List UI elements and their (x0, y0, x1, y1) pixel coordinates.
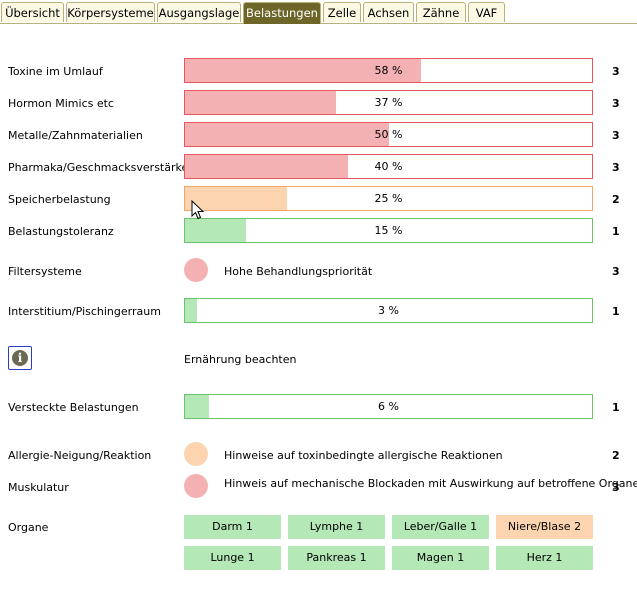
versteckt-label: Versteckte Belastungen (8, 401, 139, 414)
organ-leber-galle[interactable]: Leber/Galle 1 (392, 515, 489, 539)
speicher-percent: 25 % (374, 192, 403, 205)
allergie-status-dot (184, 442, 208, 466)
organ-niere-blase[interactable]: Niere/Blase 2 (496, 515, 593, 539)
hormon-level: 3 (612, 97, 620, 110)
tab-achsen[interactable]: Achsen (363, 2, 414, 22)
filter-status-dot (184, 258, 208, 282)
mouse-cursor-icon (191, 200, 205, 220)
hormon-bar: 37 % (184, 90, 593, 115)
pharmaka-level: 3 (612, 161, 620, 174)
toleranz-label: Belastungstoleranz (8, 225, 114, 238)
pharmaka-percent: 40 % (374, 160, 403, 173)
tab-zaehne[interactable]: Zähne (416, 2, 466, 22)
pharmaka-label: Pharmaka/Geschmacksverstärker (8, 161, 193, 174)
organe-label: Organe (8, 521, 49, 534)
speicher-bar: 25 % (184, 186, 593, 211)
pharmaka-bar-fill (185, 155, 348, 178)
organ-magen[interactable]: Magen 1 (392, 546, 489, 570)
filter-level: 3 (612, 265, 620, 278)
toxine-bar-fill (185, 59, 422, 82)
organ-pankreas[interactable]: Pankreas 1 (288, 546, 385, 570)
allergie-note: Hinweise auf toxinbedingte allergische R… (224, 449, 503, 462)
toxine-label: Toxine im Umlauf (8, 65, 103, 78)
info-icon: i (12, 350, 28, 366)
filter-label: Filtersysteme (8, 265, 82, 278)
tab-uebersicht[interactable]: Übersicht (1, 2, 64, 22)
info-button[interactable]: i (8, 346, 32, 370)
muskulatur-level: 3 (612, 481, 620, 494)
toxine-percent: 58 % (374, 64, 403, 77)
toleranz-level: 1 (612, 225, 620, 238)
tab-belastungen[interactable]: Belastungen (243, 2, 321, 24)
tab-koerpersysteme[interactable]: Körpersysteme (66, 2, 155, 22)
allergie-level: 2 (612, 449, 620, 462)
interstitium-bar-fill (185, 299, 198, 322)
toxine-bar: 58 % (184, 58, 593, 83)
toleranz-bar: 15 % (184, 218, 593, 243)
organ-darm[interactable]: Darm 1 (184, 515, 281, 539)
muskulatur-label: Muskulatur (8, 481, 69, 494)
interstitium-level: 1 (612, 305, 620, 318)
interstitium-bar: 3 % (184, 298, 593, 323)
hormon-percent: 37 % (374, 96, 403, 109)
allergie-label: Allergie-Neigung/Reaktion (8, 449, 152, 462)
tab-bar: Übersicht Körpersysteme Ausgangslage Bel… (0, 2, 637, 24)
organ-lunge[interactable]: Lunge 1 (184, 546, 281, 570)
organ-lymphe[interactable]: Lymphe 1 (288, 515, 385, 539)
pharmaka-bar: 40 % (184, 154, 593, 179)
versteckt-bar: 6 % (184, 394, 593, 419)
toleranz-bar-fill (185, 219, 247, 242)
hormon-bar-fill (185, 91, 336, 114)
metalle-bar-fill (185, 123, 389, 146)
filter-note: Hohe Behandlungspriorität (224, 265, 373, 278)
versteckt-percent: 6 % (378, 400, 399, 413)
metalle-percent: 50 % (374, 128, 403, 141)
tab-vaf[interactable]: VAF (468, 2, 505, 22)
interstitium-label: Interstitium/Pischingerraum (8, 305, 161, 318)
toleranz-percent: 15 % (374, 224, 403, 237)
muskulatur-status-dot (184, 474, 208, 498)
versteckt-bar-fill (185, 395, 210, 418)
versteckt-level: 1 (612, 401, 620, 414)
tab-ausgangslage[interactable]: Ausgangslage (157, 2, 241, 22)
speicher-bar-fill (185, 187, 287, 210)
toxine-level: 3 (612, 65, 620, 78)
metalle-level: 3 (612, 129, 620, 142)
speicher-level: 2 (612, 193, 620, 206)
muskulatur-note: Hinweis auf mechanische Blockaden mit Au… (224, 477, 637, 490)
interstitium-percent: 3 % (378, 304, 399, 317)
tab-zelle[interactable]: Zelle (323, 2, 361, 22)
metalle-label: Metalle/Zahnmaterialien (8, 129, 143, 142)
ernaehrung-note: Ernährung beachten (184, 353, 297, 366)
hormon-label: Hormon Mimics etc (8, 97, 114, 110)
organ-herz[interactable]: Herz 1 (496, 546, 593, 570)
speicher-label: Speicherbelastung (8, 193, 111, 206)
metalle-bar: 50 % (184, 122, 593, 147)
